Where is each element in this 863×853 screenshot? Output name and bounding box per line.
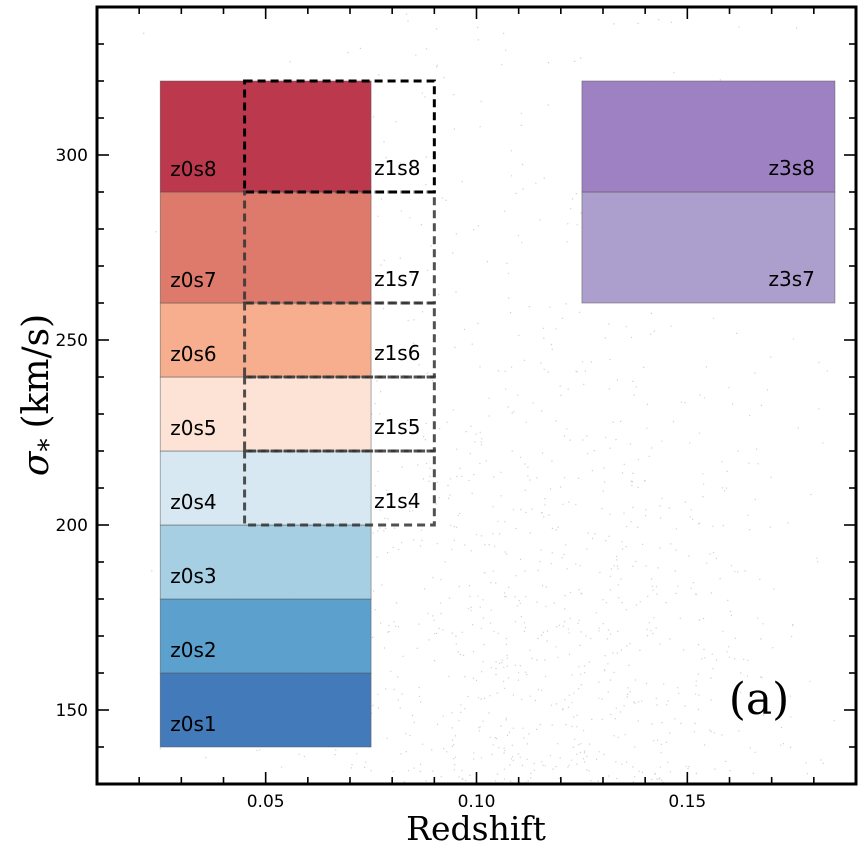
y-axis-subscript: * bbox=[34, 439, 64, 452]
y-tick-label: 200 bbox=[56, 516, 88, 536]
bin-label-z3s7: z3s7 bbox=[769, 267, 815, 291]
bin-label-z0s2: z0s2 bbox=[170, 638, 216, 662]
bin-z0s4 bbox=[159, 450, 372, 526]
bin-label-z0s6: z0s6 bbox=[170, 342, 216, 366]
bin-label-z1s6: z1s6 bbox=[374, 341, 420, 365]
bin-z0s7 bbox=[159, 191, 372, 304]
bin-label-z0s4: z0s4 bbox=[170, 490, 216, 514]
plot-frame bbox=[95, 5, 858, 786]
x-tick-label: 0.10 bbox=[458, 792, 496, 812]
bin-label-z1s8: z1s8 bbox=[374, 156, 420, 180]
x-tick-label: 0.05 bbox=[247, 792, 285, 812]
bin-z3s8 bbox=[581, 80, 836, 193]
y-tick-label: 250 bbox=[56, 331, 88, 351]
bin-z0s8 bbox=[159, 80, 372, 193]
x-axis-title: Redshift bbox=[406, 809, 546, 848]
bin-label-z0s7: z0s7 bbox=[170, 268, 216, 292]
bin-label-z0s8: z0s8 bbox=[170, 157, 216, 181]
bin-label-z0s1: z0s1 bbox=[170, 712, 216, 736]
y-axis-title: σ* (km/s) bbox=[16, 314, 64, 476]
bin-label-z1s4: z1s4 bbox=[374, 489, 420, 513]
bin-label-z0s3: z0s3 bbox=[170, 564, 216, 588]
bin-label-z1s7: z1s7 bbox=[374, 267, 420, 291]
panel-tag: (a) bbox=[729, 674, 790, 725]
x-tick-label: 0.15 bbox=[668, 792, 706, 812]
y-axis-symbol: σ bbox=[16, 450, 57, 476]
y-tick-label: 300 bbox=[56, 146, 88, 166]
bin-z0s1 bbox=[159, 672, 372, 748]
svg-text:σ*(km/s): σ* (km/s) bbox=[16, 314, 64, 476]
bin-labels: z0s1 z0s2 z0s3 z0s4 z0s5 z0s6 z0s7 z0s8 z1s4 z1s5… bbox=[170, 156, 815, 736]
bin-z1s8 bbox=[243, 79, 436, 194]
bin-z3s7 bbox=[581, 191, 836, 304]
bin-label-z3s8: z3s8 bbox=[769, 156, 815, 180]
bin-label-z1s5: z1s5 bbox=[374, 415, 420, 439]
y-axis-unit: (km/s) bbox=[16, 314, 57, 429]
bin-regions bbox=[159, 79, 836, 748]
bin-z0s3 bbox=[159, 524, 372, 600]
bin-label-z0s5: z0s5 bbox=[170, 416, 216, 440]
y-tick-label: 150 bbox=[56, 701, 88, 721]
